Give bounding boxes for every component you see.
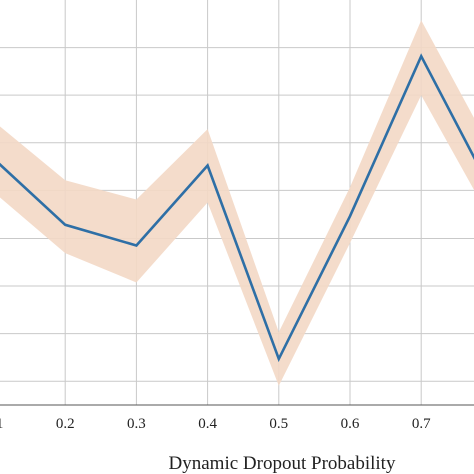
- x-tick-label: 0.6: [341, 416, 360, 432]
- x-tick-label: 0.4: [198, 416, 217, 432]
- x-tick-label: 0.5: [269, 416, 288, 432]
- series-line: [0, 53, 474, 363]
- x-tick-label: 0.3: [127, 416, 146, 432]
- confidence-band: [0, 20, 474, 386]
- confidence-band-layer: [0, 20, 474, 386]
- series-line-layer: [0, 53, 474, 363]
- x-axis-title: Dynamic Dropout Probability: [169, 453, 396, 474]
- x-tick-label: 0.1: [0, 416, 3, 432]
- x-tick-label: 0.7: [412, 416, 431, 432]
- x-tick-labels: 0.10.20.30.40.50.60.70.8: [0, 416, 431, 432]
- x-tick-label: 0.2: [56, 416, 75, 432]
